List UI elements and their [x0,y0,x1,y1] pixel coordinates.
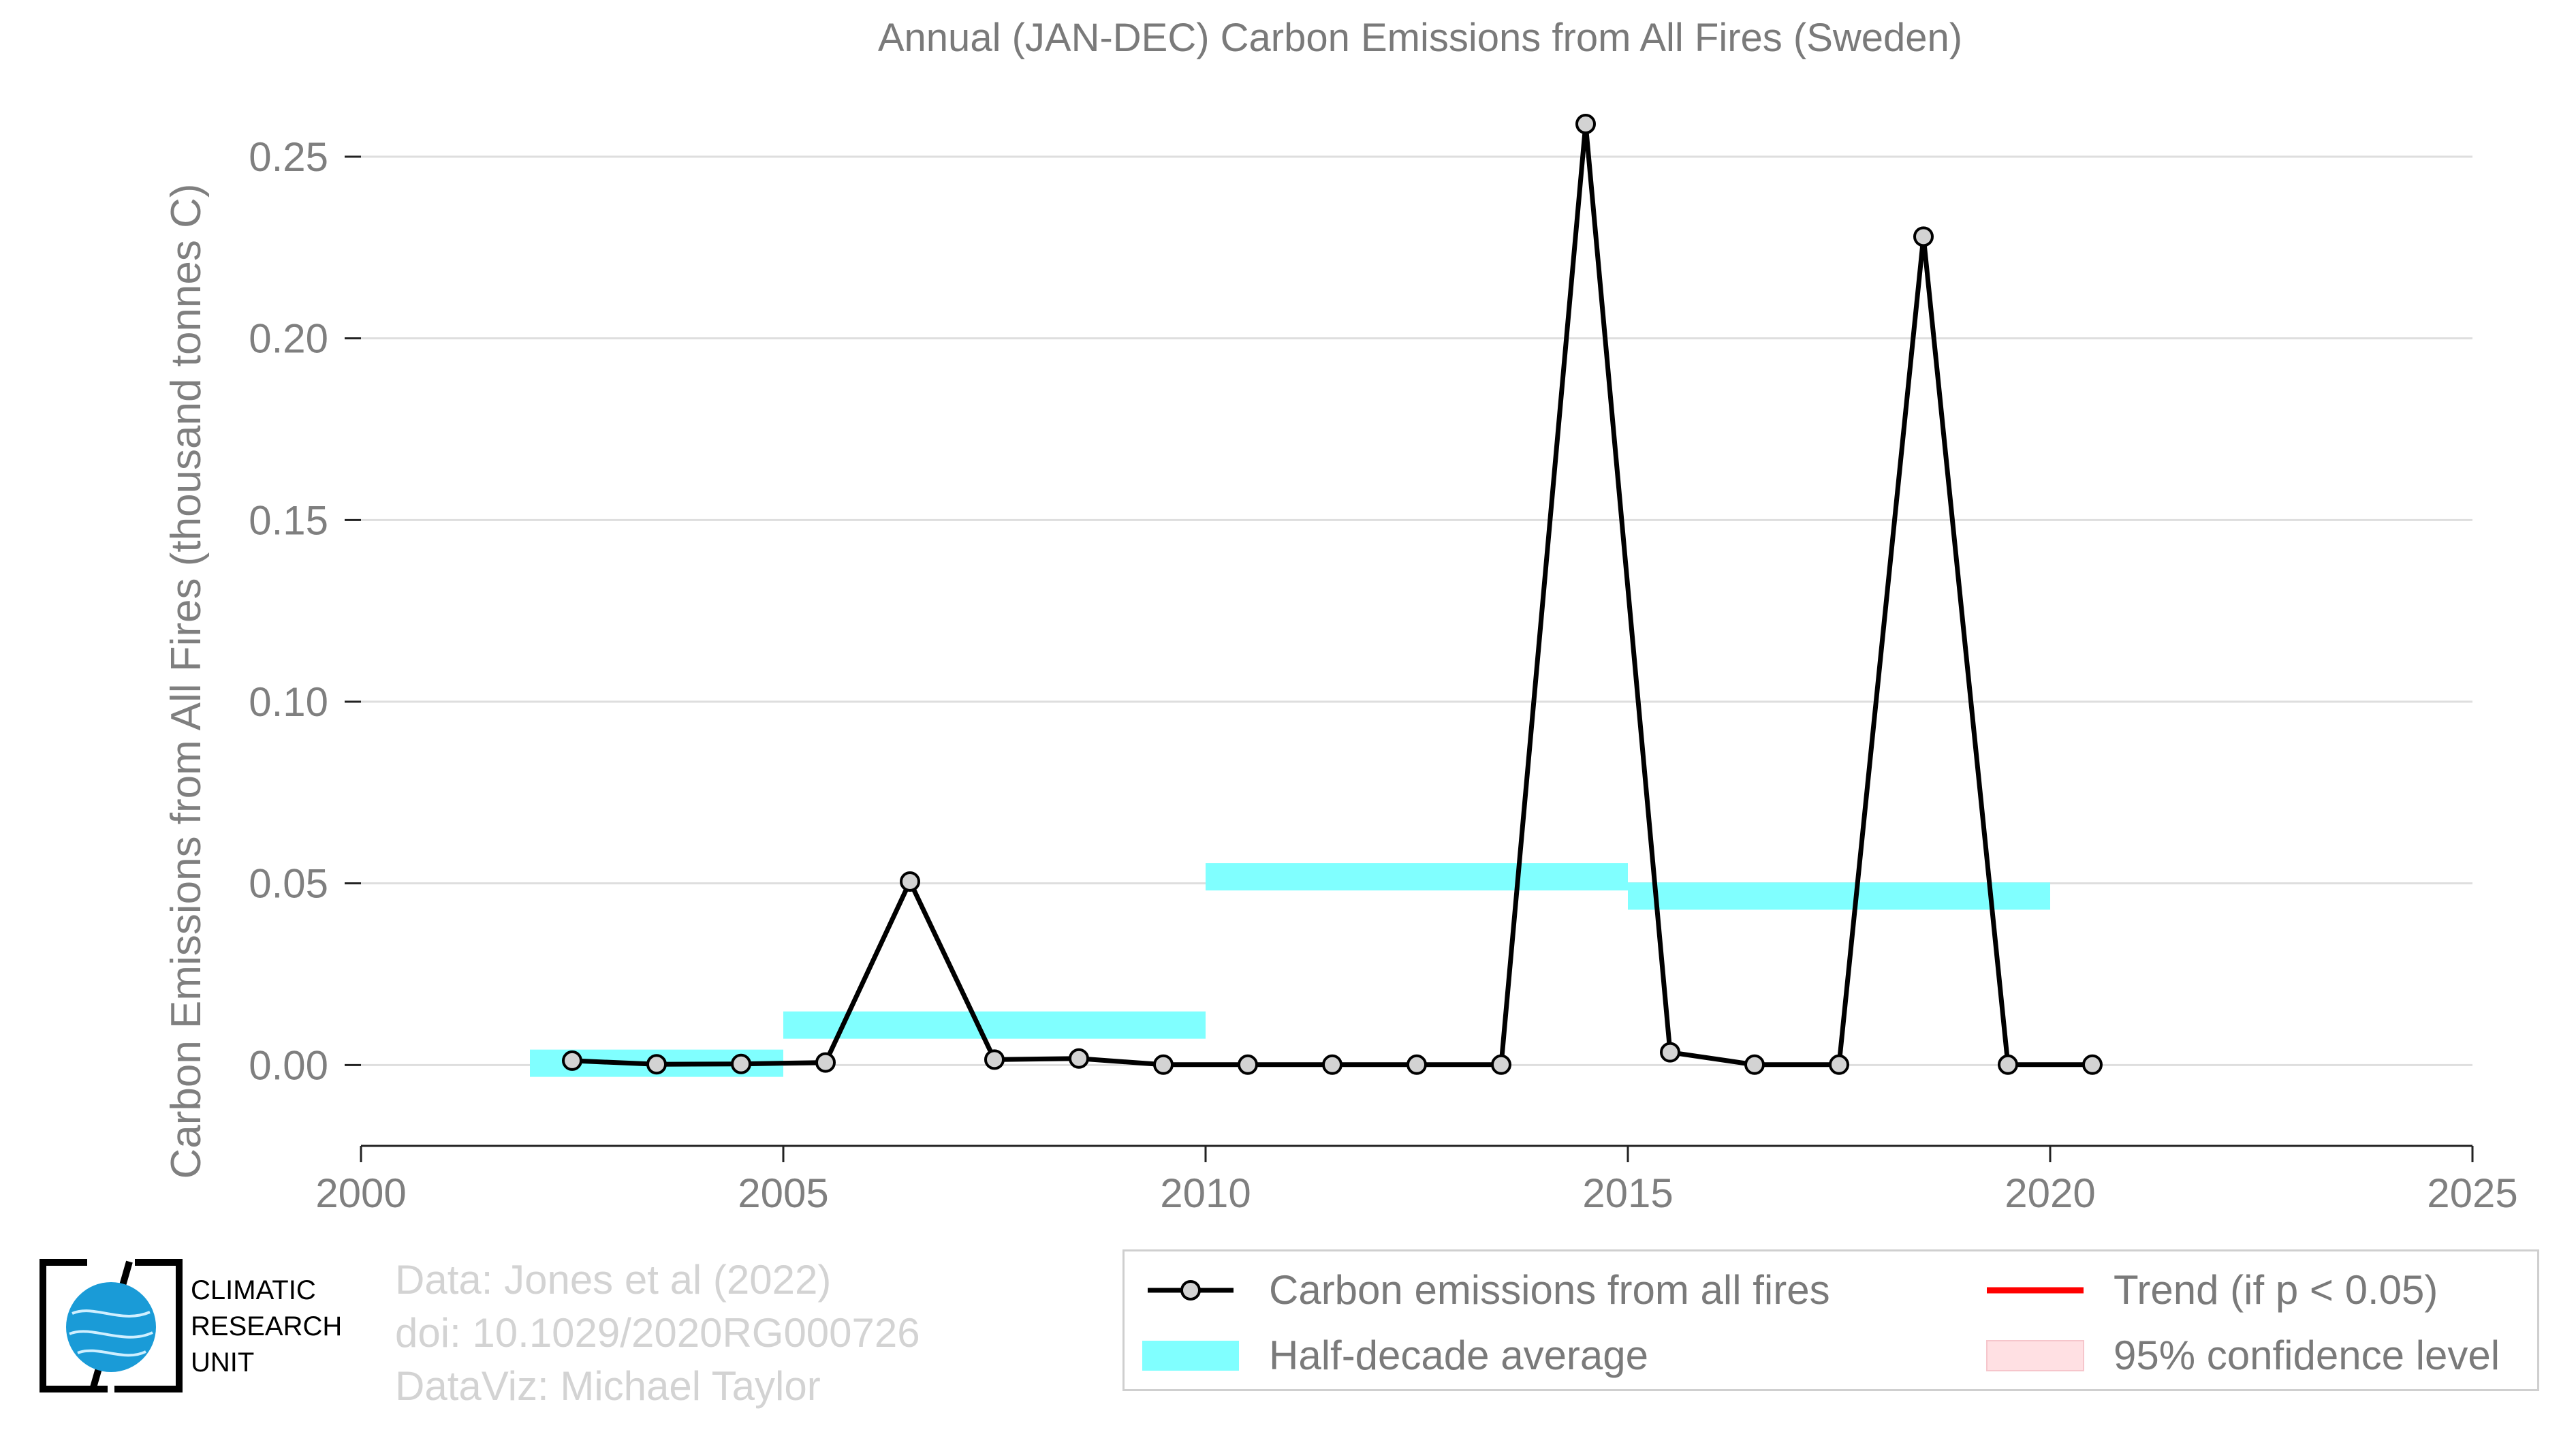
data-point [1322,1054,1342,1075]
data-point [900,871,920,892]
data-point [815,1052,836,1073]
data-point [1069,1048,1089,1069]
data-point [1575,114,1596,134]
grid [361,155,2472,1066]
data-point [1744,1054,1765,1075]
y-axis-label: Carbon Emissions from All Fires (thousan… [163,183,210,1179]
legend-symbol-half-decade [1140,1335,1242,1376]
x-tick-label: 2020 [2005,1170,2095,1216]
chart: Annual (JAN-DEC) Carbon Emissions from A… [163,16,2518,1216]
data-point [1407,1054,1427,1075]
legend-label-emissions: Carbon emissions from all fires [1269,1267,1830,1313]
data-point [1660,1042,1680,1063]
cru-logo-text: CLIMATIC RESEARCH UNIT [191,1273,342,1381]
data-point [1238,1054,1258,1075]
data-point [984,1049,1005,1070]
logo-line-2: RESEARCH [191,1311,343,1341]
x-axis: 2000 2005 2010 2015 2020 2025 [315,1145,2518,1216]
y-tick-label: 0.15 [249,497,328,543]
data-point [1913,226,1934,247]
half-decade-band [1628,882,2050,910]
series-line [571,121,2092,1068]
legend-item-confidence: 95% confidence level [1984,1332,2500,1379]
legend-item-trend: Trend (if p < 0.05) [1984,1266,2438,1313]
chart-title: Annual (JAN-DEC) Carbon Emissions from A… [878,16,1962,60]
legend-symbol-line-marker [1140,1270,1242,1311]
credit-dataviz: DataViz: Michael Taylor [395,1363,821,1409]
data-point [2082,1054,2103,1075]
credits: Data: Jones et al (2022) doi: 10.1029/20… [395,1254,920,1413]
x-tick-label: 2025 [2427,1170,2517,1216]
cru-logo [38,1258,184,1394]
legend-label-trend: Trend (if p < 0.05) [2114,1267,2438,1313]
data-point [1998,1054,2018,1075]
data-point [562,1050,582,1071]
x-tick-label: 2005 [738,1170,828,1216]
legend-item-half-decade: Half-decade average [1140,1332,1648,1379]
data-point [646,1054,667,1075]
x-tick-label: 2000 [315,1170,406,1216]
credit-data: Data: Jones et al (2022) [395,1257,832,1303]
y-tick-label: 0.00 [249,1042,328,1088]
legend-symbol-trend [1984,1270,2086,1311]
y-tick-label: 0.20 [249,316,328,362]
y-tick-label: 0.25 [249,134,328,180]
half-decade-band [1206,863,1628,891]
y-axis: 0.00 0.05 0.10 0.15 0.20 0.25 [249,134,361,1088]
legend-label-half-decade: Half-decade average [1269,1333,1649,1378]
logo-line-3: UNIT [191,1348,255,1377]
credit-doi: doi: 10.1029/2020RG000726 [395,1310,920,1356]
x-tick-label: 2015 [1582,1170,1673,1216]
half-decade-band [783,1011,1206,1039]
data-point [1491,1054,1511,1075]
legend-symbol-confidence [1984,1335,2086,1376]
logo-line-1: CLIMATIC [191,1275,316,1305]
data-point [1829,1054,1849,1075]
data-point [731,1053,751,1074]
legend: Carbon emissions from all fires Trend (i… [1122,1249,2539,1391]
y-tick-label: 0.05 [249,861,328,907]
series [562,114,2103,1075]
legend-item-emissions: Carbon emissions from all fires [1140,1266,1830,1313]
data-point [1153,1054,1174,1075]
x-tick-label: 2010 [1160,1170,1251,1216]
legend-label-confidence: 95% confidence level [2114,1333,2500,1378]
y-tick-label: 0.10 [249,679,328,725]
half-decade-bands [530,863,2050,1077]
